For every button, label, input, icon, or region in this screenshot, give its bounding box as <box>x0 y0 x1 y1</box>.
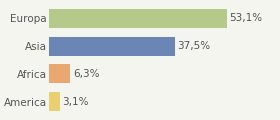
Text: 6,3%: 6,3% <box>73 69 100 79</box>
Bar <box>49 92 60 111</box>
Bar <box>49 9 227 28</box>
Bar <box>49 36 175 56</box>
Bar <box>49 64 71 84</box>
Text: 3,1%: 3,1% <box>62 97 89 107</box>
Text: 37,5%: 37,5% <box>177 41 211 51</box>
Text: 53,1%: 53,1% <box>229 13 263 23</box>
